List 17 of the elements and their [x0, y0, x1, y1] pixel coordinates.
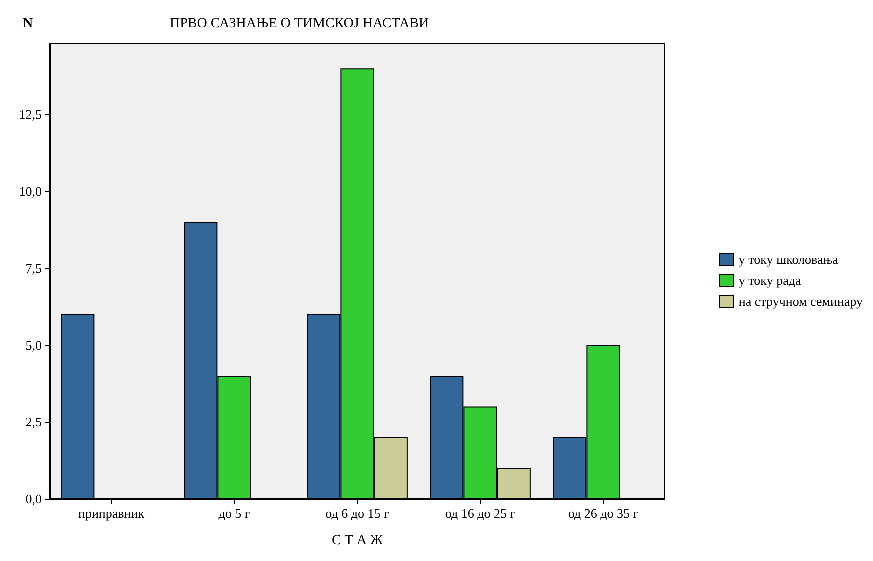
x-axis-title: С Т А Ж: [332, 534, 384, 548]
legend-label: на стручном семинару: [738, 294, 864, 309]
x-tick-label: од 26 до 35 г: [568, 506, 639, 521]
y-tick-label: 12,5: [19, 107, 42, 122]
x-tick-label: до 5 г: [218, 506, 250, 521]
x-tick-label: приправник: [78, 506, 146, 521]
y-tick-label: 10,0: [19, 184, 42, 200]
y-tick-label: 2,5: [26, 414, 42, 430]
chart-title: ПРВО САЗНАЊЕ О ТИМСКОЈ НАСТАВИ: [170, 16, 430, 32]
y-tick-label: 5,0: [26, 338, 42, 353]
legend-label: у току рада: [738, 273, 802, 288]
y-tick-label: 7,5: [26, 260, 42, 276]
legend-label: у току школовања: [738, 252, 839, 267]
x-tick-label: од 6 до 15 г: [326, 506, 390, 521]
y-tick-label: 0,0: [26, 492, 42, 506]
x-tick-label: од 16 до 25 г: [445, 506, 516, 521]
y-axis-title: N: [23, 16, 34, 32]
